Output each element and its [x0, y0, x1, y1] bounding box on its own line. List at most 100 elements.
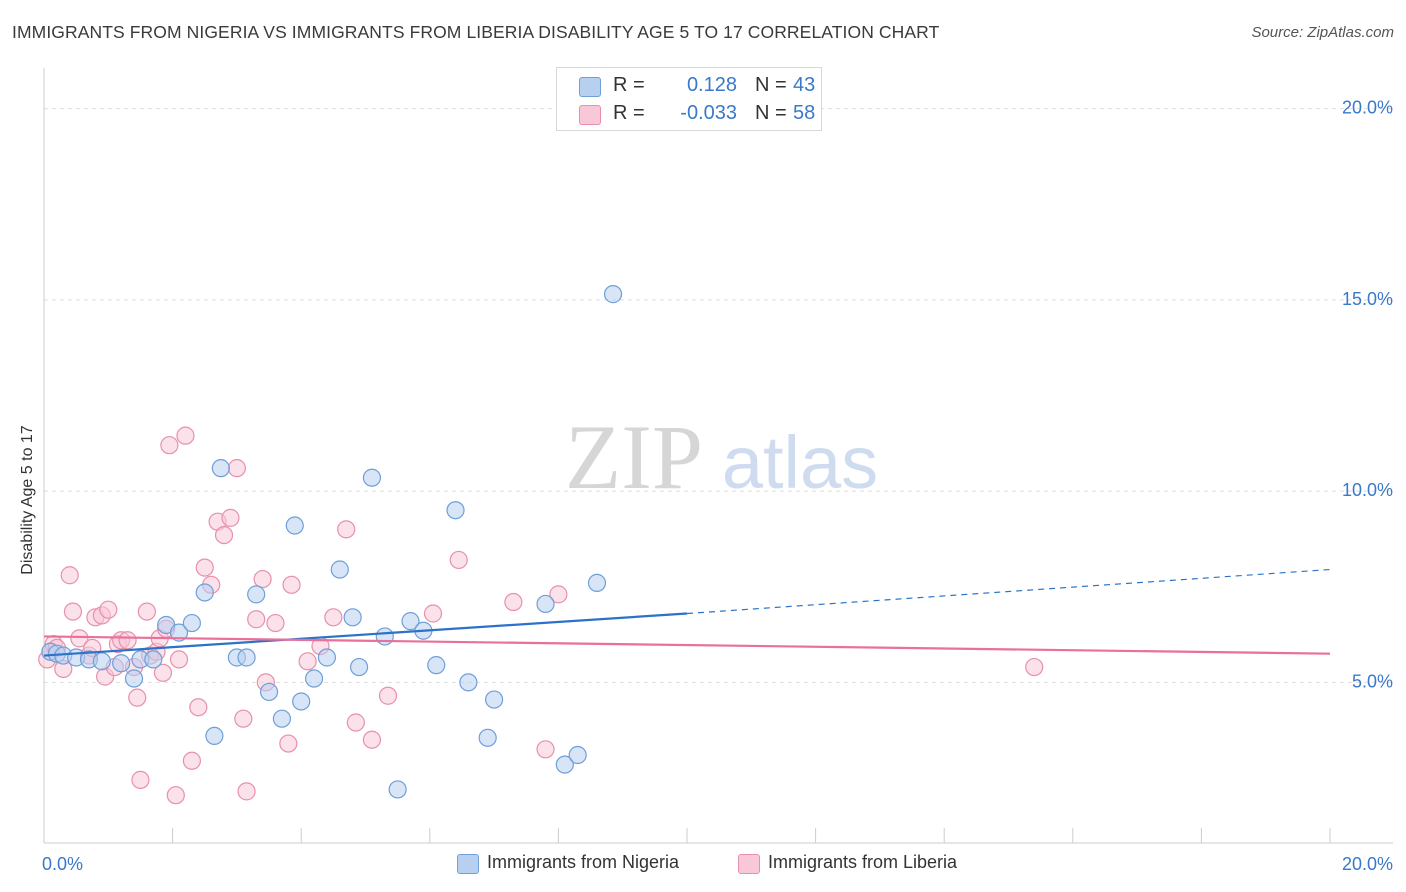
liberia-point [176, 426, 195, 445]
nigeria-point [375, 627, 394, 646]
nigeria-point [362, 468, 382, 487]
nigeria-point [247, 585, 266, 604]
r-value: 0.128 [686, 74, 737, 96]
y-tick-label: 15.0% [1342, 289, 1393, 309]
nigeria-point [285, 516, 304, 535]
liberia-point [536, 740, 555, 759]
liberia-point [266, 613, 285, 633]
liberia-point [337, 520, 356, 539]
liberia-point [253, 569, 272, 589]
liberia-swatch [738, 854, 760, 874]
liberia-point [153, 663, 173, 682]
liberia-trend-line [43, 635, 1331, 655]
x-tick-label-end: 20.0% [1342, 854, 1393, 874]
liberia-point [549, 585, 568, 604]
nigeria-point [536, 594, 555, 614]
x-tick-label-start: 0.0% [42, 854, 83, 874]
nigeria-point [388, 780, 407, 799]
liberia-point [362, 730, 382, 749]
liberia-point [247, 610, 266, 629]
nigeria-point [205, 726, 224, 746]
liberia-point [423, 604, 443, 623]
liberia-point [324, 608, 343, 627]
nigeria-point [343, 608, 362, 627]
n-label: N = [755, 102, 787, 124]
liberia-point [131, 770, 150, 789]
liberia-point [237, 782, 256, 801]
y-tick-labels: 5.0% 10.0% 15.0% 20.0% [1342, 98, 1393, 692]
n-label: N = [755, 74, 787, 96]
source-credit: Source: ZipAtlas.com [1251, 24, 1394, 41]
liberia-point [99, 600, 118, 619]
liberia-point [227, 459, 246, 478]
nigeria-point [112, 654, 131, 673]
nigeria-point [237, 648, 256, 667]
series-legend: Immigrants from Nigeria Immigrants from … [0, 852, 1406, 878]
liberia-point [70, 629, 89, 648]
nigeria-point [195, 583, 214, 602]
trend-lines [43, 568, 1331, 657]
nigeria-point [211, 459, 230, 478]
liberia-point [63, 602, 83, 621]
liberia-point [1025, 657, 1044, 677]
stats-legend: R = 0.128 N = 43 R = -0.033 N = 58 [556, 67, 822, 131]
nigeria-point [182, 613, 201, 633]
liberia-point [128, 688, 147, 707]
r-label: R = [613, 74, 645, 96]
nigeria-point [169, 623, 189, 642]
nigeria-point [568, 745, 587, 765]
x-tick-labels: 0.0% 20.0% [42, 854, 1393, 874]
liberia-swatch [579, 105, 601, 125]
nigeria-point [485, 690, 504, 709]
watermark-zip: ZIP [565, 406, 703, 508]
nigeria-point [459, 673, 478, 692]
watermark-atlas: atlas [722, 421, 878, 504]
liberia-point [182, 751, 201, 770]
chart-title: IMMIGRANTS FROM NIGERIA VS IMMIGRANTS FR… [12, 22, 940, 42]
legend-label-liberia: Immigrants from Liberia [768, 852, 958, 872]
n-value: 58 [793, 102, 816, 124]
nigeria-point [304, 669, 324, 688]
liberia-point [118, 631, 137, 650]
series-nigeria-points [41, 285, 623, 799]
y-tick-label: 10.0% [1342, 480, 1393, 500]
nigeria-swatch [579, 77, 601, 97]
nigeria-point [555, 755, 574, 774]
liberia-point [195, 558, 214, 577]
r-label: R = [613, 102, 645, 124]
nigeria-trend-line [43, 612, 688, 657]
liberia-point [214, 525, 234, 545]
liberia-point [378, 686, 398, 705]
liberia-point [279, 734, 298, 753]
nigeria-point [330, 560, 349, 579]
liberia-point [169, 650, 189, 669]
liberia-point [234, 709, 253, 728]
nigeria-point [478, 728, 497, 747]
y-tick-label: 20.0% [1342, 98, 1393, 118]
liberia-point [449, 550, 468, 570]
nigeria-point [292, 692, 311, 711]
liberia-point [189, 698, 208, 717]
legend-label-nigeria: Immigrants from Nigeria [487, 852, 680, 872]
liberia-point [137, 602, 156, 621]
liberia-point [282, 575, 301, 594]
nigeria-point [317, 648, 337, 667]
nigeria-point [92, 652, 111, 671]
nigeria-point [446, 501, 465, 520]
axes [43, 68, 1393, 844]
nigeria-point [272, 709, 292, 728]
nigeria-point [349, 657, 369, 677]
n-value: 43 [793, 74, 816, 96]
nigeria-point [587, 573, 607, 593]
liberia-point [160, 436, 179, 455]
liberia-point [166, 786, 185, 805]
r-value: -0.033 [680, 102, 737, 124]
liberia-point [60, 566, 79, 585]
liberia-point [504, 592, 523, 612]
liberia-point [221, 508, 240, 527]
liberia-point [298, 652, 317, 671]
gridlines [44, 108, 1393, 683]
nigeria-swatch [457, 854, 479, 874]
y-axis-label-wrap: Disability Age 5 to 17 [16, 300, 40, 700]
